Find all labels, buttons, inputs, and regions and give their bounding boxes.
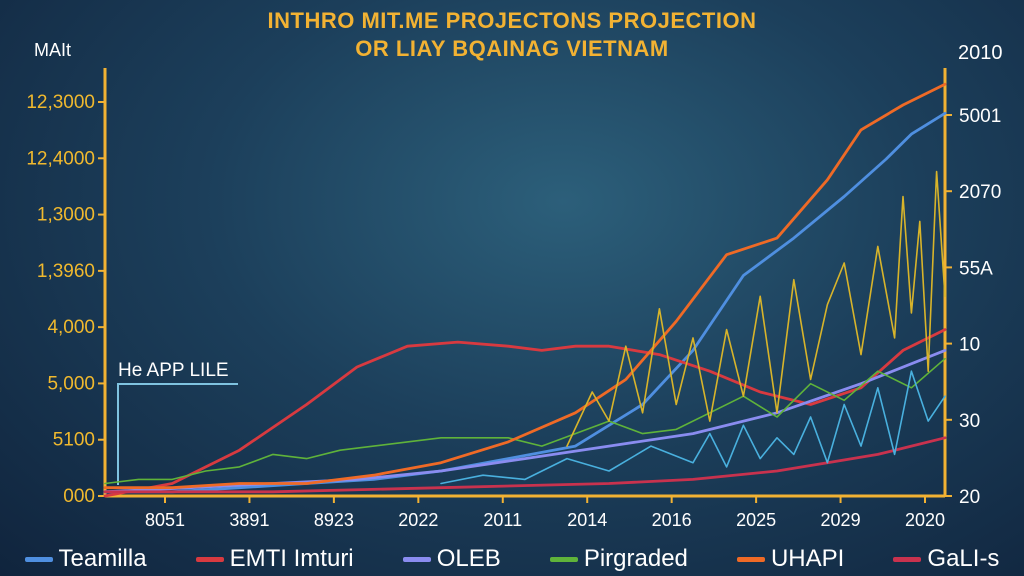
x-tick-label: 2011: [483, 510, 522, 530]
y-tick-label-right: 5001: [959, 106, 1001, 127]
y-axis-label: MAIt: [34, 40, 72, 60]
x-tick-label: 2025: [736, 510, 776, 530]
y-tick-label-left: 1,3000: [37, 205, 95, 226]
x-tick-label: 2016: [652, 510, 692, 530]
legend-label: EMTI Imturi: [229, 545, 354, 572]
series-line: [103, 328, 947, 498]
x-tick-label: 2020: [905, 510, 945, 530]
x-tick-label: 2022: [398, 510, 438, 530]
legend-label: UHAPI: [770, 545, 845, 572]
legend-swatch: [24, 556, 53, 562]
legend-item: Teamilla: [24, 545, 147, 573]
right-corner-label: 2010: [958, 42, 1003, 64]
legend-item: GaLI-s: [893, 545, 999, 573]
series-group: [103, 82, 947, 498]
legend: Teamilla EMTI Imturi OLEB Pirgraded UHAP…: [0, 542, 1024, 576]
series-line: [566, 170, 946, 447]
legend-label: GaLI-s: [927, 545, 1000, 572]
y-tick-label-right: 2070: [959, 182, 1001, 203]
legend-label: Pirgraded: [583, 545, 688, 572]
annotation-bracket: [117, 383, 238, 485]
annotation-label: He APP LILE: [118, 360, 229, 381]
series-line: [103, 436, 947, 494]
legend-item: UHAPI: [736, 545, 845, 573]
y-tick-label-left: 4,000: [47, 317, 95, 338]
y-tick-label-left: 000: [63, 486, 95, 507]
y-tick-label-right: 30: [959, 411, 980, 432]
x-tick-label: 2029: [821, 510, 861, 530]
legend-swatch: [893, 556, 922, 562]
legend-swatch: [195, 556, 224, 562]
legend-item: OLEB: [402, 545, 501, 573]
chart-subtitle: OR LIAY BQAINAG VIETNAM: [355, 36, 669, 61]
chart-title: INTHRO MIT.ME PROJECTONS PROJECTION: [267, 8, 757, 33]
x-tick-label: 3891: [229, 510, 269, 530]
series-line: [103, 348, 947, 494]
y-tick-label-left: 5100: [53, 430, 95, 451]
legend-label: OLEB: [436, 545, 501, 572]
y-tick-label-right: 10: [959, 335, 980, 356]
y-tick-label-left: 12,4000: [26, 148, 95, 169]
y-tick-label-left: 12,3000: [26, 92, 95, 113]
y-tick-label-right: 55A: [959, 258, 993, 279]
legend-item: Pirgraded: [549, 545, 688, 573]
x-tick-label: 8923: [314, 510, 354, 530]
series-line: [103, 82, 947, 490]
x-tick-label: 8051: [145, 510, 185, 530]
series-line: [103, 111, 947, 494]
legend-label: Teamilla: [58, 545, 147, 572]
legend-swatch: [402, 556, 431, 562]
series-line: [440, 370, 946, 485]
legend-item: EMTI Imturi: [195, 545, 354, 573]
y-tick-label-left: 1,3960: [37, 261, 95, 282]
y-tick-label-right: 20: [959, 487, 980, 508]
x-tick-label: 2014: [567, 510, 607, 530]
legend-swatch: [549, 556, 578, 562]
series-line: [104, 357, 946, 485]
y-tick-label-left: 5,000: [47, 373, 95, 394]
legend-swatch: [736, 556, 765, 562]
